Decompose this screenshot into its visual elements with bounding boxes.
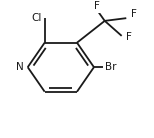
Text: F: F [126,32,132,42]
Text: F: F [94,1,100,11]
Text: Br: Br [105,62,116,72]
Text: Cl: Cl [32,13,42,23]
Text: F: F [131,9,137,19]
Text: N: N [16,62,24,72]
